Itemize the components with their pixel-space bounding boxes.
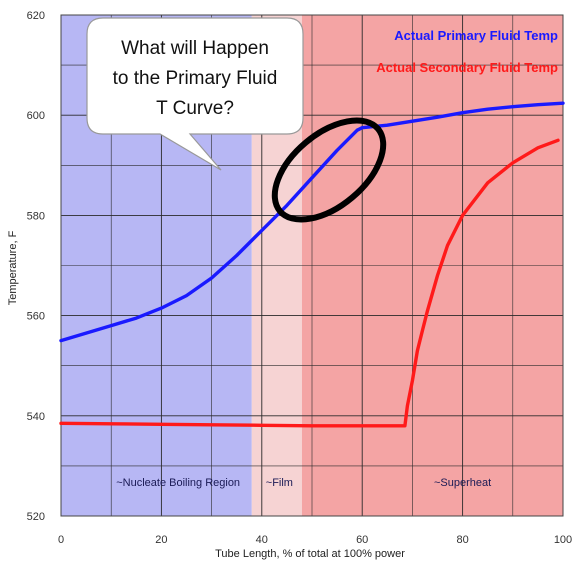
legend-entry-1: Actual Secondary Fluid Temp — [376, 60, 558, 75]
x-tick-label: 60 — [356, 534, 368, 546]
legend: Actual Primary Fluid Temp Actual Secondar… — [376, 28, 558, 75]
x-tick-label: 80 — [456, 534, 468, 546]
callout-line-3: T Curve? — [156, 98, 234, 119]
region-label-2: ~Superheat — [434, 477, 491, 489]
x-tick-labels: 0 20 40 60 80 100 — [58, 534, 572, 546]
series-line-1 — [59, 138, 560, 428]
callout-line-2: to the Primary Fluid — [113, 68, 278, 89]
legend-entry-0: Actual Primary Fluid Temp — [394, 28, 558, 43]
y-tick-label: 540 — [27, 411, 45, 423]
region-label-1: ~Film — [266, 477, 293, 489]
callout-bubble: What will Happen to the Primary Fluid T … — [86, 17, 304, 171]
region-labels: ~Nucleate Boiling Region ~Film ~Superheat — [116, 477, 491, 489]
x-axis-title: Tube Length, % of total at 100% power — [215, 548, 405, 560]
callout-line-1: What will Happen — [121, 38, 269, 59]
y-axis-title: Temperature, F — [7, 230, 19, 305]
highlight-ellipse — [271, 117, 387, 223]
y-tick-label: 560 — [27, 311, 45, 323]
y-tick-label: 600 — [27, 110, 45, 122]
callout-shape — [86, 17, 304, 171]
y-tick-label: 620 — [27, 10, 45, 22]
x-tick-label: 20 — [155, 534, 167, 546]
x-tick-label: 0 — [58, 534, 64, 546]
x-tick-label: 100 — [554, 534, 572, 546]
region-label-0: ~Nucleate Boiling Region — [116, 477, 240, 489]
plot-border — [60, 14, 564, 517]
y-tick-label: 580 — [27, 210, 45, 222]
x-tick-label: 40 — [256, 534, 268, 546]
series-lines — [59, 101, 565, 428]
y-tick-label: 520 — [27, 511, 45, 523]
y-tick-labels: 520 540 560 580 600 620 — [27, 10, 45, 523]
series-line-0 — [59, 101, 565, 343]
